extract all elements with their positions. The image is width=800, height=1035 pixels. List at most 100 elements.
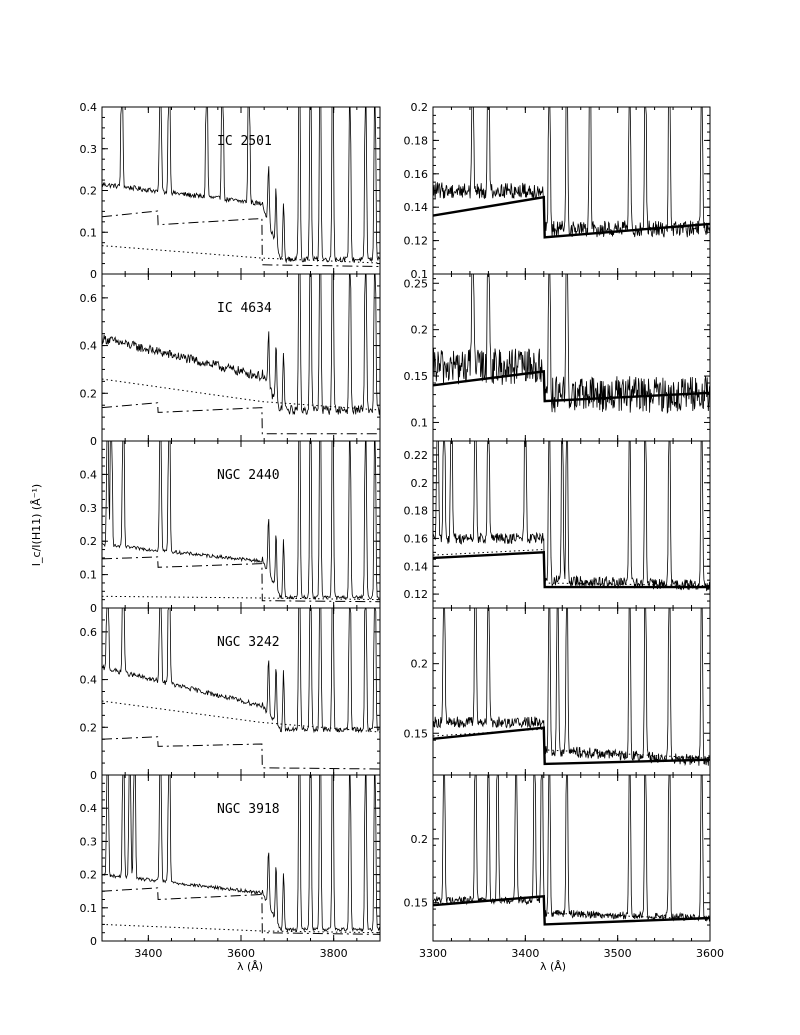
y-tick-label: 0.3 (80, 835, 98, 848)
y-tick-label: 0.6 (80, 626, 98, 639)
y-tick-label: 0.6 (80, 292, 98, 305)
x-tick-label: 3400 (511, 947, 539, 960)
y-tick-label: 0.14 (404, 201, 429, 214)
observed-spectrum-line (433, 608, 710, 767)
panel-right-1: 0.1 0.15 0.2 0.25 (404, 273, 711, 442)
dotted-model-line (102, 923, 380, 934)
dash-dot-model-line (102, 210, 380, 267)
y-tick-label: 0.15 (404, 370, 429, 383)
y-tick-label: 0 (90, 769, 97, 782)
y-tick-label: 0.1 (411, 268, 429, 281)
observed-spectrum-line (102, 441, 380, 601)
dotted-model-line (433, 895, 710, 920)
y-tick-label: 0.16 (404, 168, 429, 181)
y-tick-label: 0.4 (80, 674, 98, 687)
y-tick-label: 0.2 (411, 833, 429, 846)
plot-area (433, 274, 710, 414)
panel-left-4: 0 0.1 0.2 0.3 0.4 3400 3600 3800 NGC 3918 (80, 774, 381, 960)
y-tick-label: 0.4 (80, 340, 98, 353)
object-label: IC 4634 (217, 301, 272, 316)
dotted-model-line (102, 378, 380, 411)
y-tick-label: 0.1 (80, 902, 98, 915)
model-continuum-line (433, 370, 710, 403)
plot-area (433, 775, 710, 926)
dotted-model-line (433, 548, 710, 587)
y-tick-label: 0.1 (411, 416, 429, 429)
panel-left-3: 0 0.2 0.4 0.6 NGC 3242 (80, 607, 381, 782)
panel-left-2: 0 0.1 0.2 0.3 0.4 NGC 2440 (80, 440, 381, 615)
y-tick-label: 0.18 (404, 134, 429, 147)
panel-frame (432, 774, 711, 942)
dash-dot-model-line (102, 402, 380, 435)
panel-frame (101, 774, 381, 942)
observed-spectrum-line (102, 107, 380, 264)
model-continuum-line (433, 895, 710, 926)
y-tick-label: 0.2 (411, 324, 429, 337)
plot-area (433, 608, 710, 767)
plot-area (102, 274, 380, 435)
x-tick-label: 3400 (134, 947, 162, 960)
y-tick-label: 0.12 (404, 235, 429, 248)
panel-right-2: 0.12 0.14 0.16 0.18 0.2 0.22 (404, 440, 711, 609)
panel-frame (432, 273, 711, 442)
plot-area (102, 441, 380, 603)
y-tick-label: 0.3 (80, 502, 98, 515)
y-tick-label: 0.12 (404, 588, 429, 601)
y-tick-label: 0.2 (411, 658, 429, 671)
y-tick-label: 0.22 (404, 449, 429, 462)
y-tick-label: 0.2 (80, 387, 98, 400)
plot-area (102, 608, 380, 770)
dash-dot-model-line (102, 556, 380, 603)
y-tick-label: 0.4 (80, 802, 98, 815)
object-label: IC 2501 (217, 134, 272, 149)
x-tick-label: 3800 (320, 947, 348, 960)
panel-left-1: 0 0.2 0.4 0.6 IC 4634 (80, 273, 381, 448)
x-axis-title-right: λ (Å) (540, 960, 566, 973)
panel-right-3: 0.15 0.2 (404, 607, 711, 776)
dotted-model-line (102, 700, 380, 733)
y-tick-label: 0.2 (411, 477, 429, 490)
observed-spectrum-line (433, 441, 710, 592)
y-tick-label: 0 (90, 268, 97, 281)
y-tick-label: 0.3 (80, 143, 98, 156)
y-tick-label: 0.2 (80, 721, 98, 734)
y-tick-label: 0.18 (404, 505, 429, 518)
dotted-model-line (102, 595, 380, 601)
observed-spectrum-line (433, 107, 710, 238)
y-tick-label: 0.2 (80, 185, 98, 198)
object-label: NGC 3918 (217, 802, 280, 817)
plot-area (433, 107, 710, 239)
y-tick-label: 0.25 (404, 277, 429, 290)
x-tick-label: 3600 (696, 947, 724, 960)
model-continuum-line (433, 726, 710, 766)
dotted-model-line (102, 245, 380, 264)
observed-spectrum-line (102, 608, 380, 734)
model-continuum-line (433, 551, 710, 589)
panel-left-0: 0 0.1 0.2 0.3 0.4 IC 2501 (80, 101, 381, 281)
y-tick-label: 0 (90, 935, 97, 948)
model-continuum-line (433, 195, 710, 239)
x-axis-title-left: λ (Å) (237, 960, 263, 973)
object-label: NGC 3242 (217, 635, 280, 650)
y-tick-label: 0.15 (404, 727, 429, 740)
y-tick-label: 0.14 (404, 560, 429, 573)
dash-dot-model-line (102, 736, 380, 770)
panel-frame (101, 607, 381, 776)
y-axis-title: I_c/I(H11) (Å⁻¹) (30, 484, 43, 566)
y-tick-label: 0.2 (411, 101, 429, 114)
y-tick-label: 0.1 (80, 226, 98, 239)
plot-area (102, 775, 380, 935)
observed-spectrum-line (433, 775, 710, 922)
panel-frame (101, 440, 381, 609)
observed-spectrum-line (102, 274, 380, 416)
panel-right-0: 0.1 0.12 0.14 0.16 0.18 0.2 (404, 101, 711, 281)
x-tick-label: 3600 (227, 947, 255, 960)
y-tick-label: 0.1 (80, 569, 98, 582)
y-tick-label: 0 (90, 435, 97, 448)
y-tick-label: 0.2 (80, 535, 98, 548)
panels-group: 0 0.1 0.2 0.3 0.4 IC 2501 0 0.2 0.4 0.6 IC 4634 0 0.… (80, 101, 725, 960)
y-tick-label: 0 (90, 602, 97, 615)
dash-dot-model-line (102, 887, 380, 935)
observed-spectrum-line (102, 775, 380, 933)
